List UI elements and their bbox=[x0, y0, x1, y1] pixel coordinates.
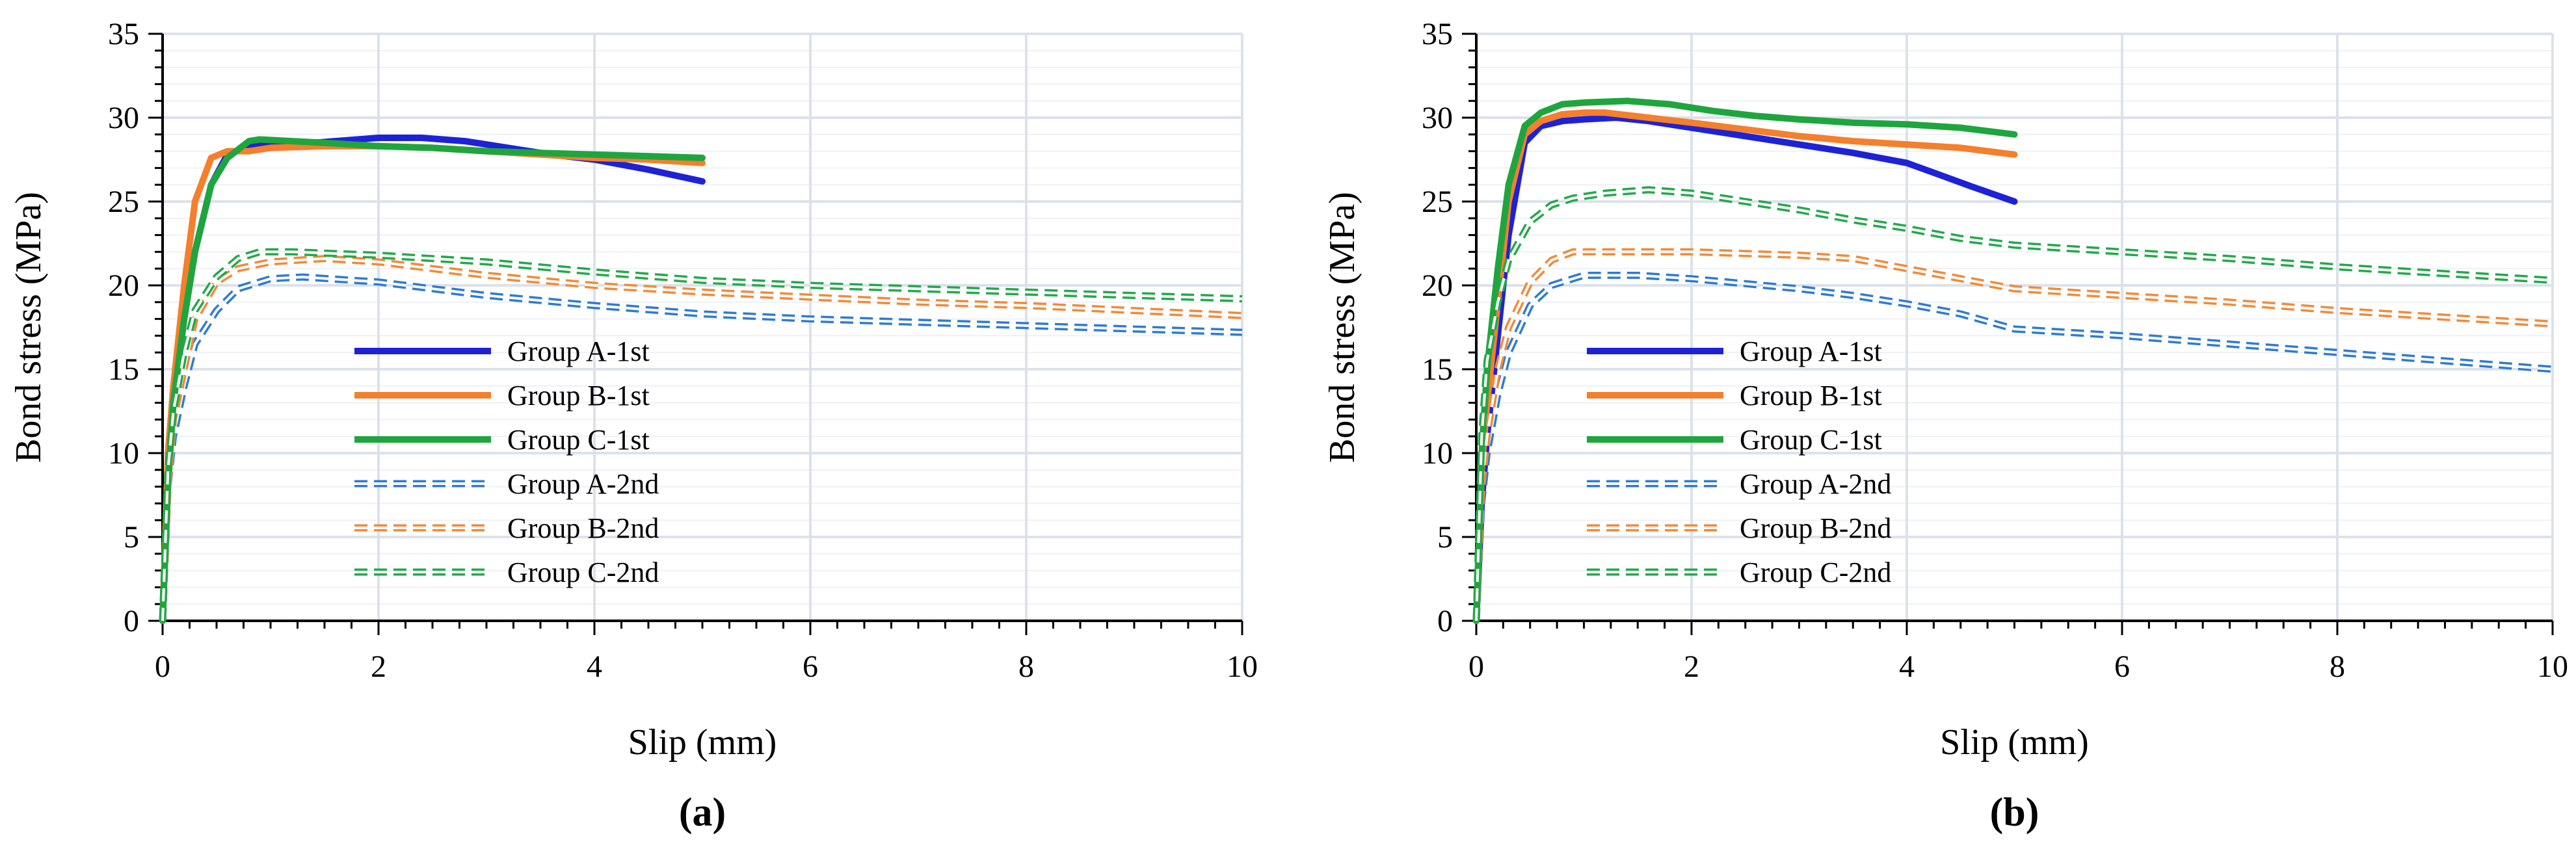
legend: Group A-1st Group B-1st Group C-1st Group A… bbox=[354, 335, 659, 588]
chart-panel-a: 0 5 10 15 20 25 30 35 0 2 4 6 8 10 Slip (mm) Bond stres… bbox=[8, 17, 1258, 835]
y-tick-label: 15 bbox=[1422, 352, 1453, 387]
x-tick-label: 0 bbox=[155, 649, 170, 684]
y-tick-label: 10 bbox=[108, 436, 139, 471]
y-tick-label: 15 bbox=[108, 352, 139, 387]
series-line-group-b-2nd bbox=[159, 255, 1243, 621]
legend-label: Group C-2nd bbox=[1740, 556, 1891, 588]
y-tick-label: 20 bbox=[1422, 268, 1453, 303]
legend-label: Group A-1st bbox=[507, 335, 650, 367]
legend-label: Group C-1st bbox=[1740, 424, 1882, 456]
series-line-group-c-1st bbox=[159, 136, 706, 624]
series-line-group-a-2nd-core bbox=[161, 276, 1243, 621]
x-tick-label: 2 bbox=[371, 649, 386, 684]
x-tick-label: 4 bbox=[587, 649, 602, 684]
series-line-group-b-2nd-core bbox=[161, 257, 1243, 621]
y-tick-label: 25 bbox=[1422, 185, 1453, 219]
legend-item-group-c-1st: Group C-1st bbox=[354, 424, 650, 456]
y-tick-label: 0 bbox=[124, 604, 139, 638]
x-tick-label: 10 bbox=[1227, 649, 1258, 684]
legend-label: Group C-1st bbox=[507, 424, 650, 456]
x-tick-label: 6 bbox=[803, 649, 818, 684]
x-axis-label: Slip (mm) bbox=[628, 722, 777, 763]
legend-label: Group A-1st bbox=[1740, 335, 1882, 367]
series-line-group-c-2nd bbox=[1472, 186, 2553, 621]
legend-label: Group A-2nd bbox=[507, 468, 659, 500]
x-axis-label: Slip (mm) bbox=[1940, 722, 2089, 763]
legend-item-group-c-2nd: Group C-2nd bbox=[354, 556, 659, 588]
x-tick-label: 2 bbox=[1684, 649, 1699, 684]
y-axis-label: Bond stress (MPa) bbox=[1322, 192, 1362, 463]
series-line-group-c-2nd-core bbox=[161, 250, 1243, 621]
y-tick-label: 10 bbox=[1422, 436, 1453, 471]
x-tick-label: 4 bbox=[1899, 649, 1915, 684]
legend-item-group-b-1st: Group B-1st bbox=[1587, 380, 1882, 411]
legend-label: Group B-2nd bbox=[507, 512, 659, 544]
legend-item-group-c-2nd: Group C-2nd bbox=[1587, 556, 1891, 588]
legend-item-group-b-2nd: Group B-2nd bbox=[354, 512, 659, 544]
x-tick-label: 8 bbox=[1018, 649, 1034, 684]
x-tick-label: 0 bbox=[1468, 649, 1484, 684]
series-line-group-c-1st bbox=[1473, 98, 2018, 624]
x-tick-label: 6 bbox=[2114, 649, 2130, 684]
y-tick-label: 35 bbox=[108, 17, 139, 51]
y-tick-label: 30 bbox=[1422, 101, 1453, 135]
panel-label: (a) bbox=[679, 790, 726, 835]
y-tick-label: 35 bbox=[1422, 17, 1453, 51]
series-group bbox=[1472, 98, 2553, 624]
legend-item-group-a-2nd: Group A-2nd bbox=[354, 468, 659, 500]
x-tick-label: 10 bbox=[2537, 649, 2568, 684]
y-tick-label: 5 bbox=[1437, 520, 1453, 555]
legend-item-group-c-1st: Group C-1st bbox=[1587, 424, 1882, 456]
legend-item-group-a-2nd: Group A-2nd bbox=[1587, 468, 1891, 500]
y-tick-label: 5 bbox=[124, 520, 139, 555]
legend-label: Group C-2nd bbox=[507, 556, 659, 588]
legend-item-group-b-1st: Group B-1st bbox=[354, 380, 650, 411]
series-line-group-c-2nd-core bbox=[1475, 188, 2553, 621]
panel-label: (b) bbox=[1990, 790, 2039, 835]
legend-label: Group B-1st bbox=[507, 380, 650, 411]
y-tick-label: 0 bbox=[1437, 604, 1453, 638]
series-group bbox=[159, 135, 1243, 624]
series-line-group-b-2nd-core bbox=[1475, 250, 2553, 621]
y-axis-label: Bond stress (MPa) bbox=[8, 192, 49, 463]
x-tick-label: 8 bbox=[2330, 649, 2345, 684]
y-tick-label: 30 bbox=[108, 101, 139, 135]
legend: Group A-1st Group B-1st Group C-1st Group A… bbox=[1587, 335, 1891, 588]
series-line-group-a-2nd-core bbox=[1475, 274, 2553, 621]
axes: 0 5 10 15 20 25 30 35 0 2 4 6 8 10 bbox=[108, 17, 1258, 684]
legend-label: Group B-2nd bbox=[1740, 512, 1891, 544]
y-tick-label: 20 bbox=[108, 268, 139, 303]
legend-item-group-b-2nd: Group B-2nd bbox=[1587, 512, 1891, 544]
legend-label: Group B-1st bbox=[1740, 380, 1882, 411]
legend-item-group-a-1st: Group A-1st bbox=[354, 335, 650, 367]
y-tick-label: 25 bbox=[108, 185, 139, 219]
series-line-group-a-1st bbox=[1473, 114, 2018, 624]
axes: 0 5 10 15 20 25 30 35 0 2 4 6 8 10 bbox=[1422, 17, 2568, 684]
legend-label: Group A-2nd bbox=[1740, 468, 1891, 500]
legend-item-group-a-1st: Group A-1st bbox=[1587, 335, 1882, 367]
chart-panel-b: 0 5 10 15 20 25 30 35 0 2 4 6 8 10 Slip (mm) Bond stres… bbox=[1322, 17, 2568, 835]
